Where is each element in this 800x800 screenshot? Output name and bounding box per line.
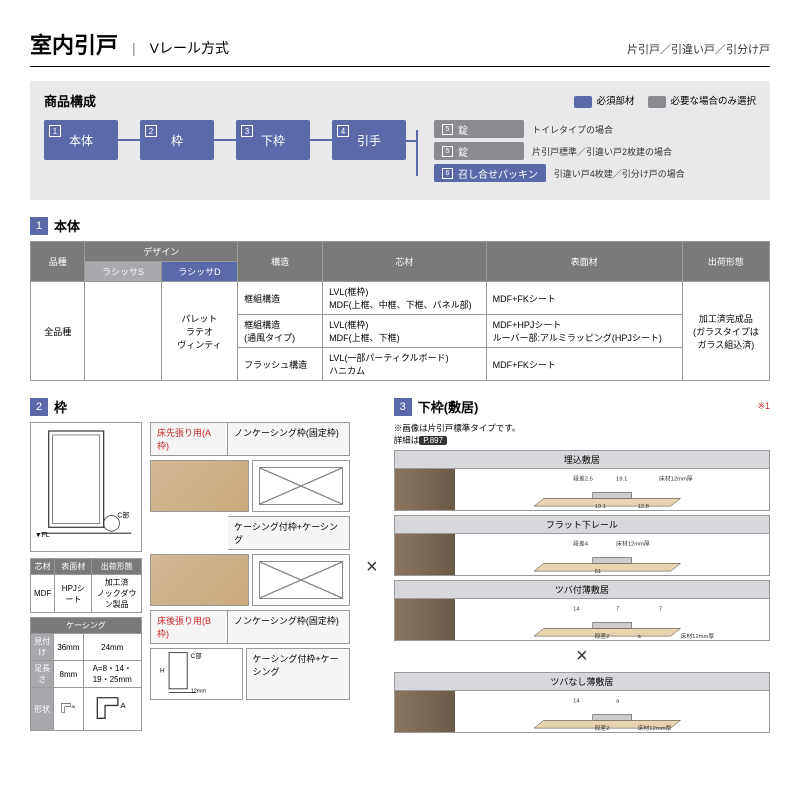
sill-diagram: 14 段差2 a 床材12mm厚 xyxy=(455,691,769,732)
svg-text:19.1: 19.1 xyxy=(594,504,605,510)
type-b-label: 床後張り用(B枠) xyxy=(150,610,228,644)
section-num: 3 xyxy=(394,398,412,416)
sill-label: フラット下レール xyxy=(394,515,770,534)
flow-opt-note: 片引戸標準／引違い戸2枚建の場合 xyxy=(532,145,672,158)
section-3-header: 3 下枠(敷居) ※1 xyxy=(394,397,770,416)
type-a-opt1: ノンケーシング枠(固定枠) xyxy=(228,422,350,456)
svg-text:C部: C部 xyxy=(191,651,202,660)
svg-text:段差2: 段差2 xyxy=(594,632,609,640)
frame-diagram: ▼FL C部 xyxy=(30,422,142,552)
svg-text:C部: C部 xyxy=(117,510,129,519)
sill-image xyxy=(395,599,455,640)
svg-text:床材12mm厚: 床材12mm厚 xyxy=(637,724,671,732)
legend-text-optional: 必要な場合のみ選択 xyxy=(670,96,756,107)
flow-box-2: 2枠 xyxy=(140,120,214,160)
flow-opt-3: 6召し合せパッキン xyxy=(434,164,546,182)
svg-text:床材12mm厚: 床材12mm厚 xyxy=(680,632,714,640)
sill-item: 埋込敷居 段差2.5 19.1 19.1 12.8 床材12mm厚 xyxy=(394,450,770,511)
table-body: 品種 デザイン 構造 芯材 表面材 出荷形態 ラシッサS ラシッサD 全品種 パ… xyxy=(30,241,770,381)
frame-image xyxy=(150,554,249,606)
svg-text:▼FL: ▼FL xyxy=(35,532,50,539)
svg-text:段差4: 段差4 xyxy=(573,540,589,548)
svg-text:H: H xyxy=(160,668,165,675)
frame-image: H C部 12mm xyxy=(150,648,243,700)
legend-swatch-optional xyxy=(648,96,666,108)
type-a-row: 床先張り用(A枠) ノンケーシング枠(固定枠) xyxy=(150,422,350,456)
svg-text:段差2.5: 段差2.5 xyxy=(573,475,593,483)
svg-text:14: 14 xyxy=(573,699,580,705)
flow-box-1: 1本体 xyxy=(44,120,118,160)
section-1-header: 1 本体 xyxy=(30,216,770,235)
flow-branch: 5錠トイレタイプの場合 5錠片引戸標準／引違い戸2枚建の場合 6召し合せパッキン… xyxy=(434,120,685,186)
header-right: 片引戸／引違い戸／引分け戸 xyxy=(627,41,770,57)
type-b-row: 床後張り用(B枠) ノンケーシング枠(固定枠) xyxy=(150,610,350,644)
sill-item: ツバ付薄敷居 14段差27a7床材12mm厚 xyxy=(394,580,770,641)
svg-text:14: 14 xyxy=(573,607,580,613)
sill-item: フラット下レール 段差4 51 床材12mm厚 xyxy=(394,515,770,576)
svg-text:段差2: 段差2 xyxy=(594,724,609,732)
legend: 必須部材 必要な場合のみ選択 xyxy=(574,93,756,107)
flow-box-3: 3下枠 xyxy=(236,120,310,160)
flow-label: 商品構成 xyxy=(44,91,96,110)
sill-label: 埋込敷居 xyxy=(394,450,770,469)
type-a-label: 床先張り用(A枠) xyxy=(150,422,228,456)
frame-cross-section xyxy=(252,554,351,606)
sill-image xyxy=(395,534,455,575)
svg-text:7: 7 xyxy=(616,607,619,613)
flow-opt-2: 5錠 xyxy=(434,142,524,160)
section-title: 枠 xyxy=(54,397,67,416)
legend-swatch-required xyxy=(574,96,592,108)
section-title: 下枠(敷居) xyxy=(418,397,479,416)
type-b-opt1: ノンケーシング枠(固定枠) xyxy=(228,610,350,644)
frame-cross-section xyxy=(252,460,351,512)
svg-text:7: 7 xyxy=(659,607,662,613)
svg-text:A: A xyxy=(120,701,126,710)
page-ref-badge: P.897 xyxy=(419,436,447,445)
type-b-opt2: ケーシング付枠+ケーシング xyxy=(246,648,351,700)
page-header: 室内引戸 | Vレール方式 片引戸／引違い戸／引分け戸 xyxy=(30,28,770,67)
legend-text-required: 必須部材 xyxy=(596,96,634,107)
sill-note: ※画像は片引戸標準タイプです。 詳細はP.897 xyxy=(394,422,770,446)
page-subtitle: Vレール方式 xyxy=(150,38,229,58)
svg-text:床材12mm厚: 床材12mm厚 xyxy=(616,540,650,548)
svg-text:床材12mm厚: 床材12mm厚 xyxy=(659,475,693,483)
section-num: 1 xyxy=(30,217,48,235)
page-title: 室内引戸 xyxy=(30,28,118,60)
frame-image xyxy=(150,460,249,512)
flow-opt-note: 引違い戸4枚建／引分け戸の場合 xyxy=(554,167,685,180)
sill-label: ツバなし薄敷居 xyxy=(394,672,770,691)
section-ref: ※1 xyxy=(757,401,770,412)
svg-text:12mm: 12mm xyxy=(191,688,207,694)
svg-text:19.1: 19.1 xyxy=(616,477,627,483)
title-divider: | xyxy=(132,40,136,56)
flow-box-4: 4引手 xyxy=(332,120,406,160)
flow-panel: 商品構成 必須部材 必要な場合のみ選択 1本体 2枠 3下枠 4引手 5錠トイレ… xyxy=(30,81,770,200)
sill-image xyxy=(395,691,455,732)
sill-diagram: 段差2.5 19.1 19.1 12.8 床材12mm厚 xyxy=(455,469,769,510)
section-num: 2 xyxy=(30,398,48,416)
svg-text:a: a xyxy=(616,699,620,705)
table-material: 芯材表面材出荷形態 MDFHPJシート加工済 ノックダウン製品 xyxy=(30,558,142,613)
multiply-icon: × xyxy=(366,556,378,579)
svg-text:12.8: 12.8 xyxy=(637,504,648,510)
svg-text:36: 36 xyxy=(72,705,76,709)
table-casing: ケーシング 見付け36mm24mm 足長さ8mmA=8・14・19・25mm 形… xyxy=(30,617,142,731)
sill-image xyxy=(395,469,455,510)
multiply-icon: × xyxy=(576,645,588,668)
sill-label: ツバ付薄敷居 xyxy=(394,580,770,599)
type-a-opt2: ケーシング付枠+ケーシング xyxy=(228,516,350,550)
flow-opt-1: 5錠 xyxy=(434,120,524,138)
flow-opt-note: トイレタイプの場合 xyxy=(532,123,613,136)
section-title: 本体 xyxy=(54,216,80,235)
section-2-header: 2 枠 xyxy=(30,397,350,416)
sill-item: ツバなし薄敷居 14 段差2 a 床材12mm厚 xyxy=(394,672,770,733)
sill-diagram: 段差4 51 床材12mm厚 xyxy=(455,534,769,575)
sill-diagram: 14段差27a7床材12mm厚 xyxy=(455,599,769,640)
svg-text:51: 51 xyxy=(594,569,601,575)
